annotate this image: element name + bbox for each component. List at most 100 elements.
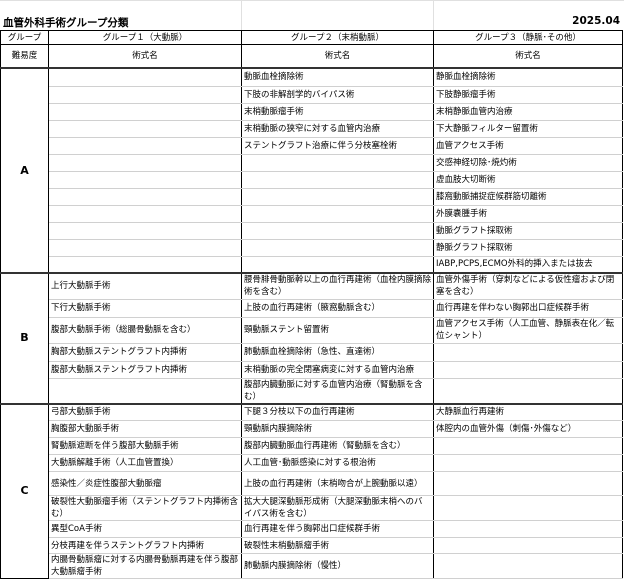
group1-procedure-cell bbox=[48, 153, 242, 172]
group3-procedure-cell bbox=[433, 495, 623, 521]
table-row: 分枝再建を伴うステントグラフト内挿術 破裂性末梢動脈瘤手術 bbox=[1, 537, 623, 554]
procedure-header: 術式名 bbox=[48, 44, 242, 69]
group2-procedure-cell bbox=[241, 170, 434, 189]
group1-procedure-cell bbox=[48, 170, 242, 189]
group3-procedure-cell bbox=[433, 342, 623, 362]
group1-procedure-cell: 腎動脈遮断を伴う腹部大動脈手術 bbox=[48, 437, 242, 455]
group2-procedure-cell: ステントグラフト治療に伴う分枝塞栓術 bbox=[241, 136, 434, 155]
group3-procedure-cell: 体腔内の血管外傷（刺傷･外傷など） bbox=[433, 420, 623, 438]
group2-procedure-cell: 頸動脈ステント留置術 bbox=[241, 316, 434, 344]
group1-procedure-cell: 破裂性大動脈瘤手術（ステントグラフト内挿術含む） bbox=[48, 495, 242, 521]
table-row: 動脈グラフト採取術 bbox=[1, 221, 623, 240]
group3-procedure-cell: 血管アクセス手術 bbox=[433, 136, 623, 155]
group2-procedure-cell: 拡大大腿深動脈形成術（大腿深動脈末梢へのバイパス術を含む） bbox=[241, 495, 434, 521]
group3-procedure-cell: 外膜嚢腫手術 bbox=[433, 204, 623, 223]
group2-procedure-cell: 上肢の血行再建術（腋窩動脈含む） bbox=[241, 298, 434, 318]
group1-procedure-cell bbox=[48, 136, 242, 155]
group3-procedure-cell: 血管アクセス手術（人工血管、静脈表在化／転位シャント） bbox=[433, 316, 623, 344]
group2-procedure-cell bbox=[241, 221, 434, 240]
gridline bbox=[241, 0, 242, 30]
group1-procedure-cell bbox=[48, 119, 242, 138]
group2-procedure-cell: 肺動脈内膜摘除術（慢性） bbox=[241, 553, 434, 579]
table-row: 外膜嚢腫手術 bbox=[1, 204, 623, 223]
group3-procedure-cell: 静脈グラフト採取術 bbox=[433, 238, 623, 257]
group1-procedure-cell bbox=[48, 204, 242, 223]
group1-procedure-cell bbox=[48, 102, 242, 121]
group3-procedure-cell: 動脈グラフト採取術 bbox=[433, 221, 623, 240]
procedure-header: 術式名 bbox=[433, 44, 623, 69]
column-header-row: 難易度 術式名 術式名 術式名 bbox=[0, 44, 623, 69]
group1-procedure-cell: 腹部大動脈ステントグラフト内挿術 bbox=[48, 360, 242, 379]
group1-procedure-cell bbox=[48, 238, 242, 257]
group3-procedure-cell: 膝窩動脈捕捉症候群筋切離術 bbox=[433, 187, 623, 206]
group2-procedure-cell: 腹部内臓動脈に対する血管内治療（腎動脈を含む） bbox=[241, 377, 434, 404]
group3-procedure-cell bbox=[433, 553, 623, 579]
table-row: 虚血肢大切断術 bbox=[1, 170, 623, 189]
gridline bbox=[0, 0, 624, 1]
group2-procedure-cell bbox=[241, 187, 434, 206]
group1-procedure-cell: 感染性／炎症性腹部大動脈瘤 bbox=[48, 471, 242, 496]
group2-procedure-cell: 動脈血栓摘除術 bbox=[241, 67, 434, 87]
group2-procedure-cell: 末梢動脈の狭窄に対する血管内治療 bbox=[241, 119, 434, 138]
difficulty-level: A bbox=[0, 67, 49, 274]
group1-procedure-cell: 弓部大動脈手術 bbox=[48, 402, 242, 421]
group2-procedure-cell bbox=[241, 238, 434, 257]
group1-procedure-cell bbox=[48, 67, 242, 87]
title-row: 血管外科手術グループ分類 2025.04 bbox=[0, 0, 624, 30]
group1-procedure-cell: 腹部大動脈手術（総腸骨動脈を含む） bbox=[48, 316, 242, 344]
table-row: 膝窩動脈捕捉症候群筋切離術 bbox=[1, 187, 623, 206]
table-row: B 上行大動脈手術 腰骨腓骨動脈幹以上の血行再建術（血栓内膜摘除術を含む） 血管外傷手… bbox=[0, 272, 623, 404]
group2-procedure-cell: 肺動脈血栓摘除術（急性、直達術） bbox=[241, 342, 434, 362]
group1-header: グループ１（大動脈） bbox=[48, 30, 242, 45]
group1-procedure-cell bbox=[48, 85, 242, 104]
table-row: C 弓部大動脈手術 下腿３分枝以下の血行再建術 大静脈血行再建術 bbox=[0, 402, 623, 579]
table-row: IABP,PCPS,ECMO外科的挿入または抜去 bbox=[1, 255, 623, 274]
group3-header: グループ３（静脈･その他） bbox=[433, 30, 623, 45]
table-row: 下行大動脈手術 上肢の血行再建術（腋窩動脈含む） 血行再建を伴わない胸郭出口症候群手… bbox=[1, 298, 623, 318]
group2-procedure-cell: 腰骨腓骨動脈幹以上の血行再建術（血栓内膜摘除術を含む） bbox=[241, 272, 434, 300]
group3-procedure-cell: 末梢静脈血管内治療 bbox=[433, 102, 623, 121]
difficulty-level: B bbox=[0, 272, 49, 404]
group1-procedure-cell: 胸部大動脈ステントグラフト内挿術 bbox=[48, 342, 242, 362]
group3-procedure-cell: 静脈血栓摘除術 bbox=[433, 67, 623, 87]
group1-procedure-cell: 大動脈解離手術（人工血管置換） bbox=[48, 454, 242, 472]
group3-procedure-cell bbox=[433, 520, 623, 538]
group3-procedure-cell: 虚血肢大切断術 bbox=[433, 170, 623, 189]
group3-procedure-cell bbox=[433, 377, 623, 404]
table-row: 内腸骨動脈瘤に対する内腸骨動脈再建を伴う腹部大動脈瘤手術 肺動脈内膜摘除術（慢性） bbox=[1, 553, 623, 579]
group2-procedure-cell: 末梢動脈瘤手術 bbox=[241, 102, 434, 121]
group1-procedure-cell: 下行大動脈手術 bbox=[48, 298, 242, 318]
group2-procedure-cell bbox=[241, 153, 434, 172]
group1-procedure-cell: 胸腹部大動脈手術 bbox=[48, 420, 242, 438]
group2-procedure-cell: 人工血管･動脈感染に対する根治術 bbox=[241, 454, 434, 472]
group2-procedure-cell: 破裂性末梢動脈瘤手術 bbox=[241, 537, 434, 554]
group1-procedure-cell: 内腸骨動脈瘤に対する内腸骨動脈再建を伴う腹部大動脈瘤手術 bbox=[48, 553, 242, 579]
table-row: 腹部内臓動脈に対する血管内治療（腎動脈を含む） bbox=[1, 377, 623, 404]
group2-procedure-cell bbox=[241, 255, 434, 274]
group2-header: グループ２（末梢動脈） bbox=[241, 30, 434, 45]
table-row: 末梢動脈の狭窄に対する血管内治療 下大静脈フィルター留置術 bbox=[1, 119, 623, 138]
group3-procedure-cell: 交感神経切除･焼灼術 bbox=[433, 153, 623, 172]
table-row: 異型CoA手術 血行再建を伴う胸郭出口症候群手術 bbox=[1, 520, 623, 538]
group1-procedure-cell: 異型CoA手術 bbox=[48, 520, 242, 538]
group2-procedure-cell: 下肢の非解剖学的バイパス術 bbox=[241, 85, 434, 104]
group2-procedure-cell bbox=[241, 204, 434, 223]
group3-procedure-cell bbox=[433, 454, 623, 472]
group3-procedure-cell bbox=[433, 437, 623, 455]
table-row: 静脈グラフト採取術 bbox=[1, 238, 623, 257]
group2-procedure-cell: 上肢の血行再建術（末梢吻合が上腕動脈以遠） bbox=[241, 471, 434, 496]
group1-procedure-cell bbox=[48, 255, 242, 274]
group2-procedure-cell: 血行再建を伴う胸郭出口症候群手術 bbox=[241, 520, 434, 538]
group1-procedure-cell bbox=[48, 377, 242, 404]
difficulty-level: C bbox=[0, 402, 49, 579]
group3-procedure-cell: 下肢静脈瘤手術 bbox=[433, 85, 623, 104]
revision-date: 2025.04 bbox=[572, 15, 620, 27]
table-row: 末梢動脈瘤手術 末梢静脈血管内治療 bbox=[1, 102, 623, 121]
table-row: A 動脈血栓摘除術 静脈血栓摘除術 bbox=[0, 67, 623, 274]
table-row: 交感神経切除･焼灼術 bbox=[1, 153, 623, 172]
table-row: 胸部大動脈ステントグラフト内挿術 肺動脈血栓摘除術（急性、直達術） bbox=[1, 342, 623, 362]
table-row: ステントグラフト治療に伴う分枝塞栓術 血管アクセス手術 bbox=[1, 136, 623, 155]
group2-procedure-cell: 末梢動脈の完全閉塞病変に対する血管内治療 bbox=[241, 360, 434, 379]
procedure-header: 術式名 bbox=[241, 44, 434, 69]
table-row: 感染性／炎症性腹部大動脈瘤 上肢の血行再建術（末梢吻合が上腕動脈以遠） bbox=[1, 471, 623, 496]
